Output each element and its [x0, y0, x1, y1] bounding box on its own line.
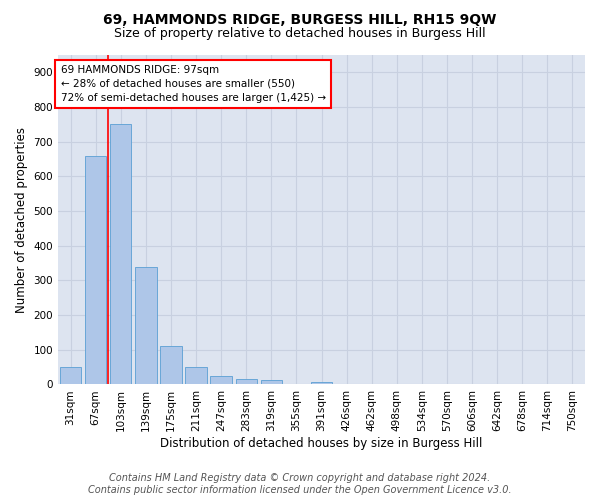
- Bar: [60, 367, 81, 384]
- Bar: [260, 380, 282, 384]
- X-axis label: Distribution of detached houses by size in Burgess Hill: Distribution of detached houses by size …: [160, 437, 483, 450]
- Bar: [160, 346, 182, 385]
- Bar: [85, 156, 106, 384]
- Text: 69, HAMMONDS RIDGE, BURGESS HILL, RH15 9QW: 69, HAMMONDS RIDGE, BURGESS HILL, RH15 9…: [103, 12, 497, 26]
- Text: Size of property relative to detached houses in Burgess Hill: Size of property relative to detached ho…: [114, 28, 486, 40]
- Text: 69 HAMMONDS RIDGE: 97sqm
← 28% of detached houses are smaller (550)
72% of semi-: 69 HAMMONDS RIDGE: 97sqm ← 28% of detach…: [61, 65, 326, 103]
- Bar: [236, 380, 257, 384]
- Y-axis label: Number of detached properties: Number of detached properties: [15, 126, 28, 312]
- Bar: [311, 382, 332, 384]
- Bar: [185, 367, 207, 384]
- Bar: [110, 124, 131, 384]
- Text: Contains HM Land Registry data © Crown copyright and database right 2024.
Contai: Contains HM Land Registry data © Crown c…: [88, 474, 512, 495]
- Bar: [135, 266, 157, 384]
- Bar: [211, 376, 232, 384]
